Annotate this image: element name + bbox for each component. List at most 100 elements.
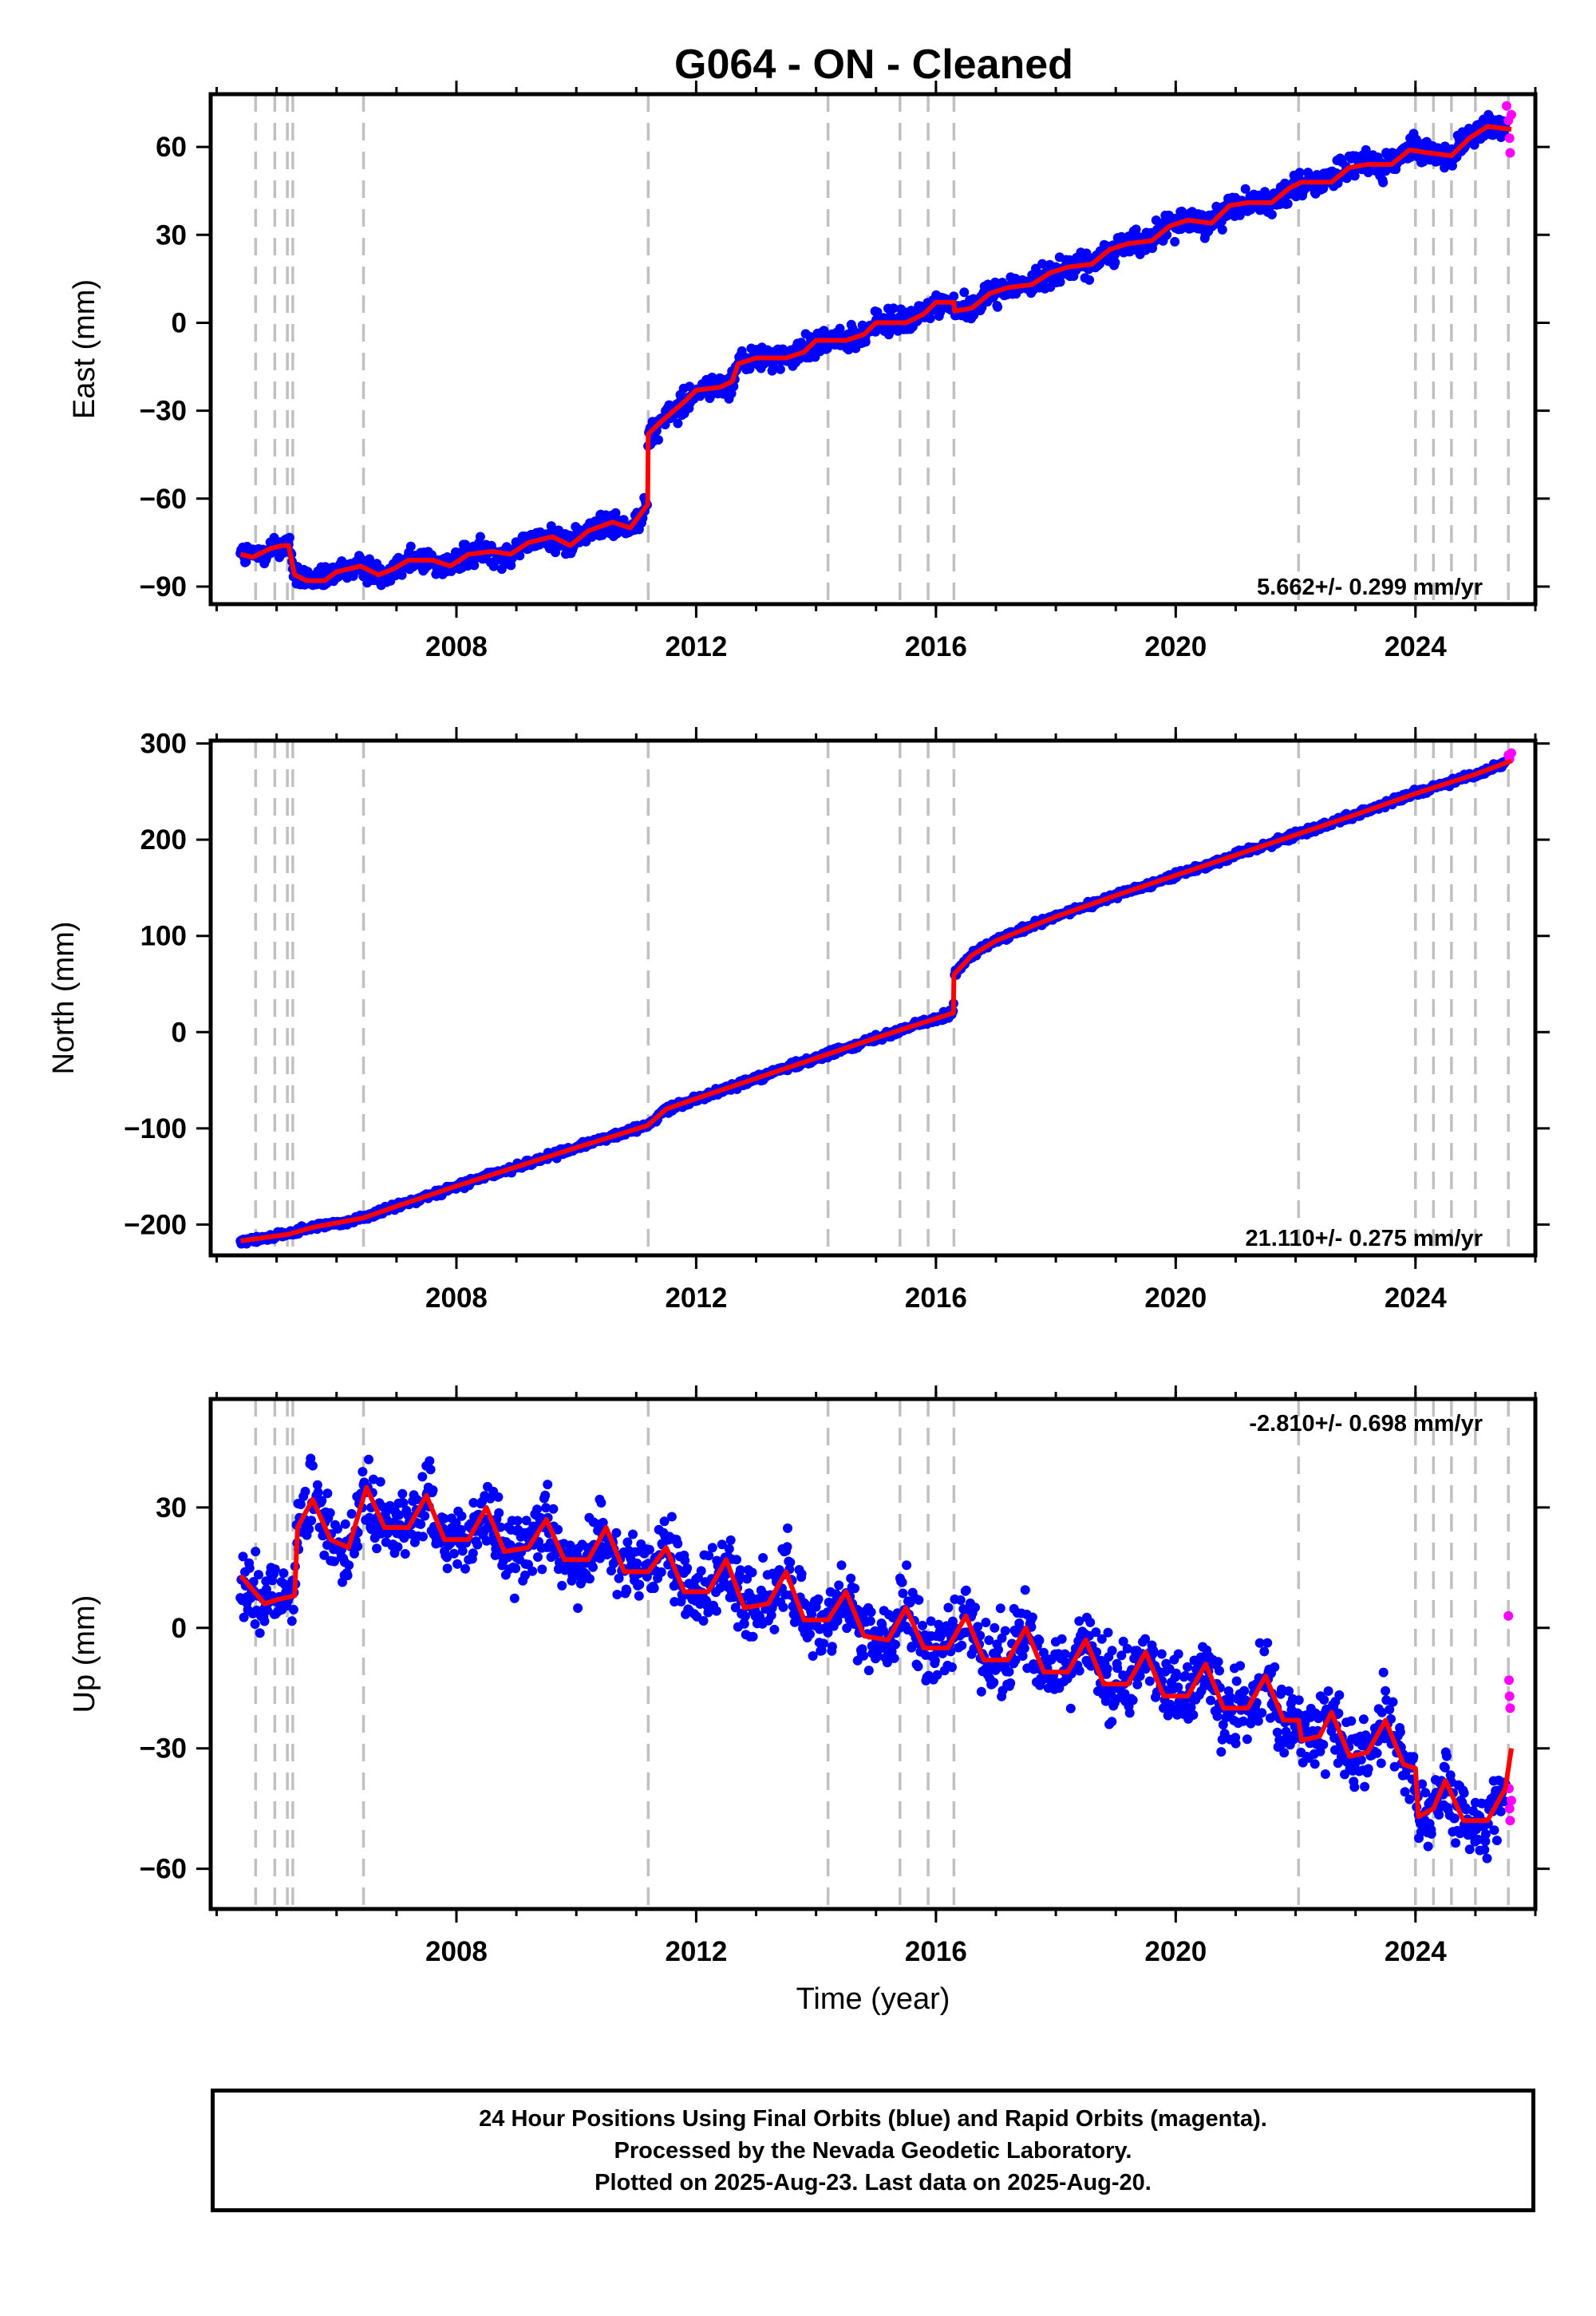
up-point xyxy=(295,1500,306,1509)
east-point xyxy=(1170,236,1180,247)
up-point xyxy=(350,1548,359,1559)
east-frame xyxy=(208,92,1538,607)
east-point xyxy=(284,532,294,543)
east-x-tick-label: 2008 xyxy=(425,631,488,662)
east-point xyxy=(872,307,883,317)
up-point xyxy=(859,1650,869,1661)
up-point xyxy=(970,1603,980,1613)
up-point xyxy=(1163,1710,1173,1721)
up-point xyxy=(425,1456,435,1466)
up-point xyxy=(730,1603,741,1613)
up-point xyxy=(521,1516,531,1526)
up-point xyxy=(1010,1655,1021,1666)
up-point xyxy=(1254,1638,1265,1648)
east-point xyxy=(1294,168,1305,178)
up-point xyxy=(973,1622,983,1632)
up-point xyxy=(994,1645,1003,1655)
up-point xyxy=(1171,1668,1181,1678)
up-point xyxy=(644,1544,654,1555)
east-point xyxy=(1282,199,1293,209)
up-point xyxy=(342,1571,353,1581)
up-point xyxy=(740,1611,750,1622)
east-point xyxy=(860,337,871,347)
up-point xyxy=(254,1570,263,1580)
north-rapid-point-2 xyxy=(1506,748,1516,758)
up-point xyxy=(428,1485,438,1496)
up-point xyxy=(1212,1711,1223,1721)
up-point xyxy=(808,1651,818,1661)
north-x-tick-label: 2024 xyxy=(1385,1282,1447,1314)
up-point xyxy=(588,1562,598,1572)
north-panel: 2008 2012 2016 2020 2024−200−1000100200300No… xyxy=(47,727,1550,1314)
up-point xyxy=(1206,1695,1216,1705)
east-y-tick-label: −60 xyxy=(140,484,187,515)
east-x-tick-label: 2016 xyxy=(905,631,967,662)
east-point xyxy=(1266,209,1277,219)
north-y-tick-label: 200 xyxy=(140,824,187,856)
up-point xyxy=(425,1464,436,1475)
up-point xyxy=(1017,1651,1028,1661)
up-point xyxy=(511,1563,521,1574)
up-point xyxy=(827,1642,837,1652)
up-point xyxy=(1218,1720,1228,1730)
up-point xyxy=(286,1616,297,1626)
up-point xyxy=(238,1551,248,1562)
up-point xyxy=(1057,1634,1067,1644)
up-point xyxy=(926,1616,936,1626)
up-point xyxy=(842,1623,852,1634)
north-final-orbit-points xyxy=(235,757,1511,1249)
up-point xyxy=(397,1488,408,1499)
up-point xyxy=(1346,1716,1357,1726)
up-point xyxy=(628,1529,638,1539)
up-point xyxy=(807,1609,817,1619)
up-point xyxy=(898,1588,908,1599)
up-point xyxy=(1257,1708,1267,1718)
up-point xyxy=(279,1568,289,1579)
east-point xyxy=(959,287,970,298)
up-point xyxy=(670,1597,680,1607)
north-y-tick-label: −100 xyxy=(124,1113,187,1144)
east-point xyxy=(1240,184,1250,194)
up-point xyxy=(1276,1684,1286,1694)
figure-title: G064 - ON - Cleaned xyxy=(674,41,1073,88)
east-point xyxy=(610,508,621,518)
up-point xyxy=(1118,1636,1128,1646)
up-point xyxy=(1124,1708,1135,1718)
up-point xyxy=(1173,1682,1183,1693)
up-point xyxy=(614,1573,624,1583)
up-point xyxy=(747,1567,757,1578)
north-x-tick-label: 2012 xyxy=(665,1282,727,1314)
up-point xyxy=(707,1543,717,1553)
up-point xyxy=(565,1540,575,1551)
up-point xyxy=(537,1564,547,1575)
east-x-tick-label: 2012 xyxy=(665,631,727,662)
up-point xyxy=(1238,1716,1248,1726)
up-point xyxy=(540,1490,551,1500)
up-point xyxy=(494,1508,504,1518)
east-rate-label: 5.662+/- 0.299 mm/yr xyxy=(1257,575,1483,600)
up-point xyxy=(493,1492,504,1502)
east-y-tick-label: 0 xyxy=(172,307,187,338)
up-point xyxy=(412,1494,422,1504)
up-point xyxy=(698,1616,709,1626)
up-point xyxy=(606,1566,616,1576)
up-point xyxy=(460,1563,470,1574)
up-point xyxy=(732,1555,741,1565)
up-point xyxy=(457,1546,468,1556)
up-point xyxy=(785,1557,796,1567)
up-point xyxy=(782,1542,792,1552)
up-point xyxy=(1060,1649,1070,1659)
up-point xyxy=(1213,1657,1223,1667)
east-point xyxy=(1361,144,1371,155)
up-point xyxy=(1034,1635,1045,1646)
north-x-tick-label: 2020 xyxy=(1144,1282,1207,1314)
up-point xyxy=(819,1638,828,1649)
up-point xyxy=(1107,1646,1117,1656)
up-point xyxy=(255,1628,265,1638)
up-point xyxy=(666,1512,677,1522)
up-point xyxy=(439,1513,449,1524)
up-point xyxy=(259,1616,270,1626)
up-point xyxy=(307,1460,318,1471)
up-point xyxy=(442,1563,452,1574)
